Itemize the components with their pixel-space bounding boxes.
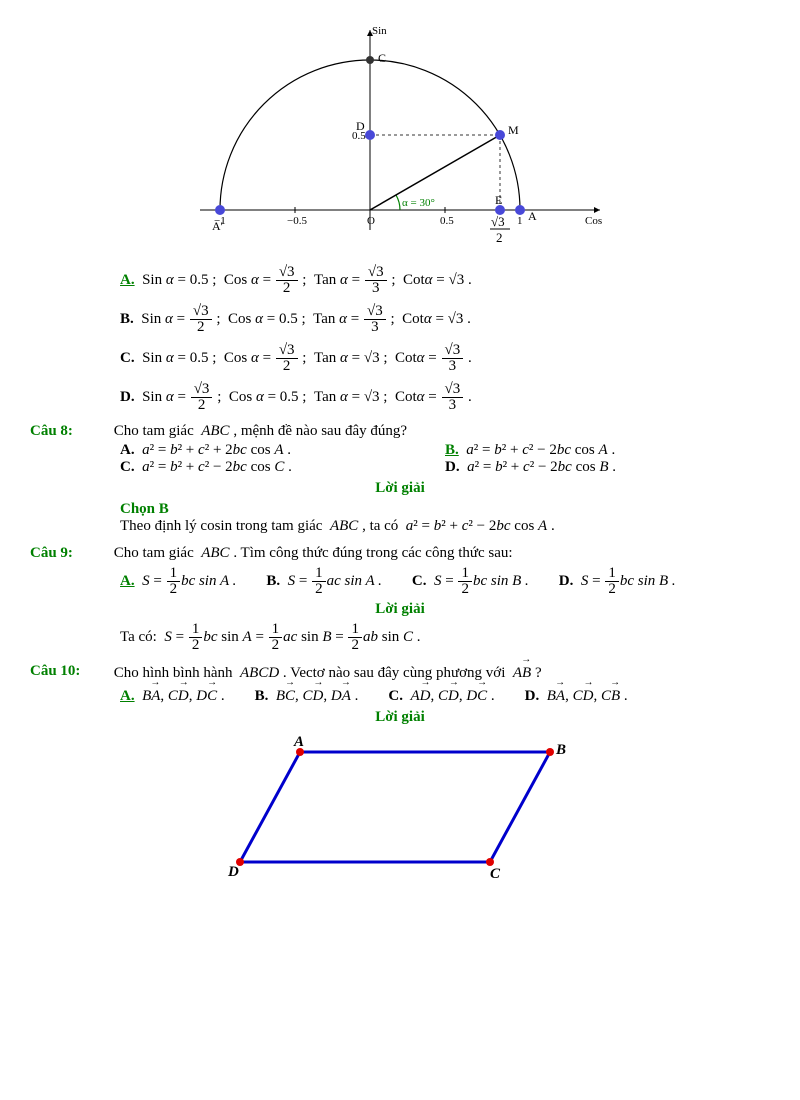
q9-options: A. S = 12bc sin A . B. S = 12ac sin A . C.… — [120, 566, 770, 597]
svg-text:D: D — [227, 864, 239, 880]
q8-label: Câu 8: — [30, 423, 110, 440]
q8: Câu 8: Cho tam giác ABC , mệnh đề nào sa… — [30, 423, 770, 440]
angle-label: α = 30° — [402, 197, 435, 209]
q8-text: Cho tam giác ABC , mệnh đề nào sau đây đ… — [114, 423, 754, 440]
svg-text:D: D — [356, 119, 365, 133]
q9-option: D. S = 12bc sin B . — [559, 566, 676, 597]
q7-option: B. Sin α = √32 ; Cos α = 0.5 ; Tan α = √… — [120, 304, 770, 335]
q9-option: A. S = 12bc sin A . — [120, 566, 236, 597]
svg-text:1: 1 — [517, 215, 523, 227]
svg-text:0.5: 0.5 — [440, 215, 454, 227]
q10-label: Câu 10: — [30, 663, 110, 680]
svg-text:E: E — [495, 193, 502, 207]
q9-option: B. S = 12ac sin A . — [266, 566, 382, 597]
svg-text:√3: √3 — [491, 214, 505, 229]
q7-option: A. Sin α = 0.5 ; Cos α = √32 ; Tan α = √… — [120, 265, 770, 296]
q8-options: A. a² = b² + c² + 2bc cos A . B. a² = b²… — [120, 442, 770, 459]
q9-option: C. S = 12bc sin B . — [412, 566, 529, 597]
svg-text:C: C — [378, 51, 386, 65]
unit-circle-diagram: Sin Cos −1 −0.5 O 0.5 1 0.5 α = 30° A' A… — [190, 20, 610, 250]
q10-option: B. BC, CD, DA . — [255, 686, 359, 705]
svg-text:A: A — [528, 209, 537, 223]
q8-loi-giai: Lời giải — [30, 480, 770, 497]
q9-text: Cho tam giác ABC . Tìm công thức đúng tr… — [114, 545, 754, 562]
q10: Câu 10: Cho hình bình hành ABCD . Vectơ … — [30, 663, 770, 682]
q7-option: D. Sin α = √32 ; Cos α = 0.5 ; Tan α = √… — [120, 382, 770, 413]
svg-text:M: M — [508, 123, 519, 137]
q10-option: D. BA, CD, CB . — [525, 686, 628, 705]
q8-explain: Theo định lý cosin trong tam giác ABC , … — [120, 518, 770, 535]
svg-text:2: 2 — [496, 230, 503, 245]
q9-loi-giai: Lời giải — [30, 601, 770, 618]
q10-option: C. AD, CD, DC . — [388, 686, 494, 705]
sin-axis-label: Sin — [372, 25, 387, 37]
q8-chon: Chọn B — [120, 501, 770, 518]
cos-axis-label: Cos — [585, 215, 602, 227]
svg-text:−0.5: −0.5 — [287, 215, 307, 227]
svg-text:A': A' — [212, 219, 223, 233]
q7-option: C. Sin α = 0.5 ; Cos α = √32 ; Tan α = √… — [120, 343, 770, 374]
q9: Câu 9: Cho tam giác ABC . Tìm công thức … — [30, 545, 770, 562]
svg-text:C: C — [490, 866, 501, 882]
q9-label: Câu 9: — [30, 545, 110, 562]
svg-text:B: B — [555, 742, 566, 758]
parallelogram-diagram: A B C D — [210, 732, 590, 882]
q10-options: A. BA, CD, DC . B. BC, CD, DA . C. AD, CD,… — [120, 686, 770, 705]
q7-options: A. Sin α = 0.5 ; Cos α = √32 ; Tan α = √… — [30, 265, 770, 413]
q10-option: A. BA, CD, DC . — [120, 686, 225, 705]
q8-options-2: C. a² = b² + c² − 2bc cos C . D. a² = b²… — [120, 459, 770, 476]
svg-text:O: O — [367, 215, 375, 227]
svg-text:A: A — [293, 734, 304, 750]
q10-loi-giai: Lời giải — [30, 709, 770, 726]
q9-explain: Ta có: S = 12bc sin A = 12ac sin B = 12a… — [120, 622, 770, 653]
